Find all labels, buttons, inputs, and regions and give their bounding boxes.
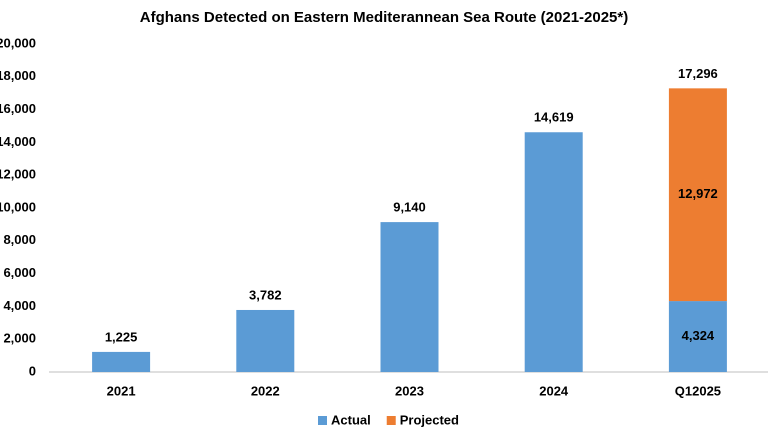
legend-swatch [318, 416, 327, 425]
bar [236, 309, 295, 372]
y-tick-label: 2,000 [3, 331, 36, 346]
bar [92, 351, 151, 372]
bar [380, 222, 439, 372]
legend-label: Actual [331, 412, 371, 427]
legend-swatch [386, 416, 396, 425]
data-label: 9,140 [393, 200, 426, 215]
data-label: 4,324 [682, 328, 715, 343]
y-tick-label: 4,000 [3, 298, 36, 313]
total-label: 17,296 [678, 66, 718, 81]
y-tick-label: 14,000 [0, 134, 36, 149]
y-tick-label: 20,000 [0, 35, 36, 50]
data-label: 3,782 [249, 287, 282, 302]
y-tick-label: 0 [29, 363, 36, 378]
data-label: 12,972 [678, 186, 718, 201]
y-tick-label: 18,000 [0, 68, 36, 83]
bar [668, 88, 727, 302]
chart-title: Afghans Detected on Eastern Mediterannea… [140, 9, 628, 26]
y-tick-label: 12,000 [0, 167, 36, 182]
x-tick-label: Q12025 [675, 383, 721, 398]
x-tick-label: 2021 [107, 383, 136, 398]
x-tick-label: 2024 [539, 383, 569, 398]
data-label: 14,619 [534, 110, 574, 125]
y-tick-label: 16,000 [0, 101, 36, 116]
bar [524, 132, 583, 372]
x-tick-label: 2023 [395, 383, 424, 398]
y-tick-label: 10,000 [0, 199, 36, 214]
y-tick-label: 6,000 [3, 265, 36, 280]
x-tick-label: 2022 [251, 383, 280, 398]
bar [668, 301, 727, 372]
y-tick-label: 8,000 [3, 232, 36, 247]
legend-label: Projected [400, 412, 459, 427]
data-label: 1,225 [105, 329, 138, 344]
